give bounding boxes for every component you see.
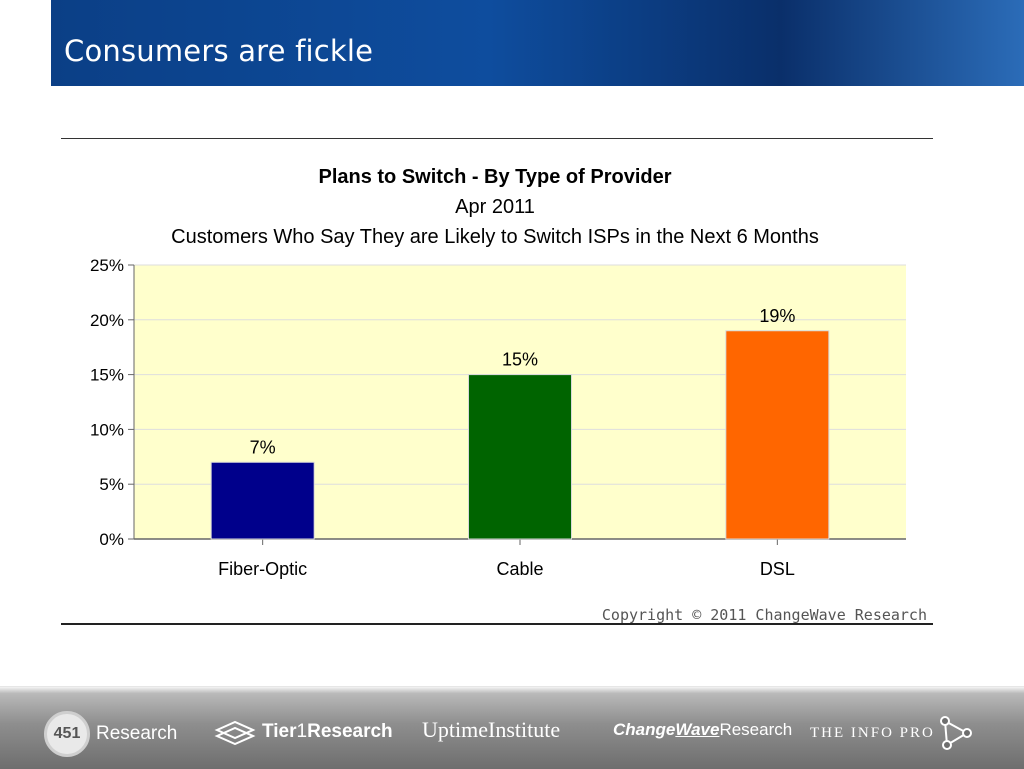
logo-tier-word: Research xyxy=(307,721,393,742)
logo-change-wave: Wave xyxy=(675,720,720,739)
x-tick-label: DSL xyxy=(760,559,795,579)
bar-dsl xyxy=(725,330,830,540)
chart-subtitle: Apr 2011 xyxy=(455,196,535,218)
logo-tier1-research: Tier 1 Research xyxy=(214,719,393,745)
y-tick-label: 15% xyxy=(90,366,124,385)
logo-theinfopro: THE INFO PRO xyxy=(810,715,973,751)
logo-changewave-research: ChangeWaveResearch xyxy=(613,720,792,740)
bar-chart: Plans to Switch - By Type of Provider Ap… xyxy=(90,166,927,624)
axis-layer: 0% 5% 10% 15% 20% 25% Fiber-Optic Cable DSL xyxy=(90,256,906,579)
slide-title: Consumers are fickle xyxy=(64,34,374,68)
tier1-stack-icon xyxy=(214,720,256,745)
chart-subtitle-2: Customers Who Say They are Likely to Swi… xyxy=(171,226,819,248)
logo-451-research: 451 Research xyxy=(44,711,177,757)
data-label: 19% xyxy=(759,306,795,326)
x-tick-label: Cable xyxy=(496,559,543,579)
network-nodes-icon xyxy=(939,716,972,750)
y-tick-label: 20% xyxy=(90,311,124,330)
logo-451-word: Research xyxy=(96,723,178,744)
chart-frame: Plans to Switch - By Type of Provider Ap… xyxy=(61,138,933,625)
y-tick-label: 5% xyxy=(99,475,124,494)
y-tick-label: 25% xyxy=(90,256,124,275)
copyright-text: Copyright © 2011 ChangeWave Research xyxy=(602,606,927,624)
y-tick-label: 10% xyxy=(90,420,124,439)
bar-fiber-optic xyxy=(210,461,315,540)
bar-layer: 7% 15% 19% xyxy=(210,306,830,540)
logo-tip-word: THE INFO PRO xyxy=(810,724,935,741)
footer-logo-bar: 451 Research Tier 1 Research UptimeInstitu… xyxy=(0,686,1024,769)
data-label: 15% xyxy=(502,350,538,370)
logo-tier-1: 1 xyxy=(296,721,308,742)
logo-change-word: Research xyxy=(719,720,793,739)
x-tick-label: Fiber-Optic xyxy=(218,559,307,579)
y-tick-label: 0% xyxy=(99,530,124,549)
data-label: 7% xyxy=(250,437,276,457)
logo-tier-prefix: Tier xyxy=(262,721,297,742)
logo-change-prefix: Change xyxy=(613,720,676,739)
title-bar: Consumers are fickle xyxy=(51,0,1024,86)
bar-cable xyxy=(468,374,572,540)
logo-451-badge: 451 xyxy=(44,711,90,757)
logo-uptime-institute: UptimeInstitute xyxy=(422,717,561,742)
chart-title: Plans to Switch - By Type of Provider xyxy=(318,166,671,188)
